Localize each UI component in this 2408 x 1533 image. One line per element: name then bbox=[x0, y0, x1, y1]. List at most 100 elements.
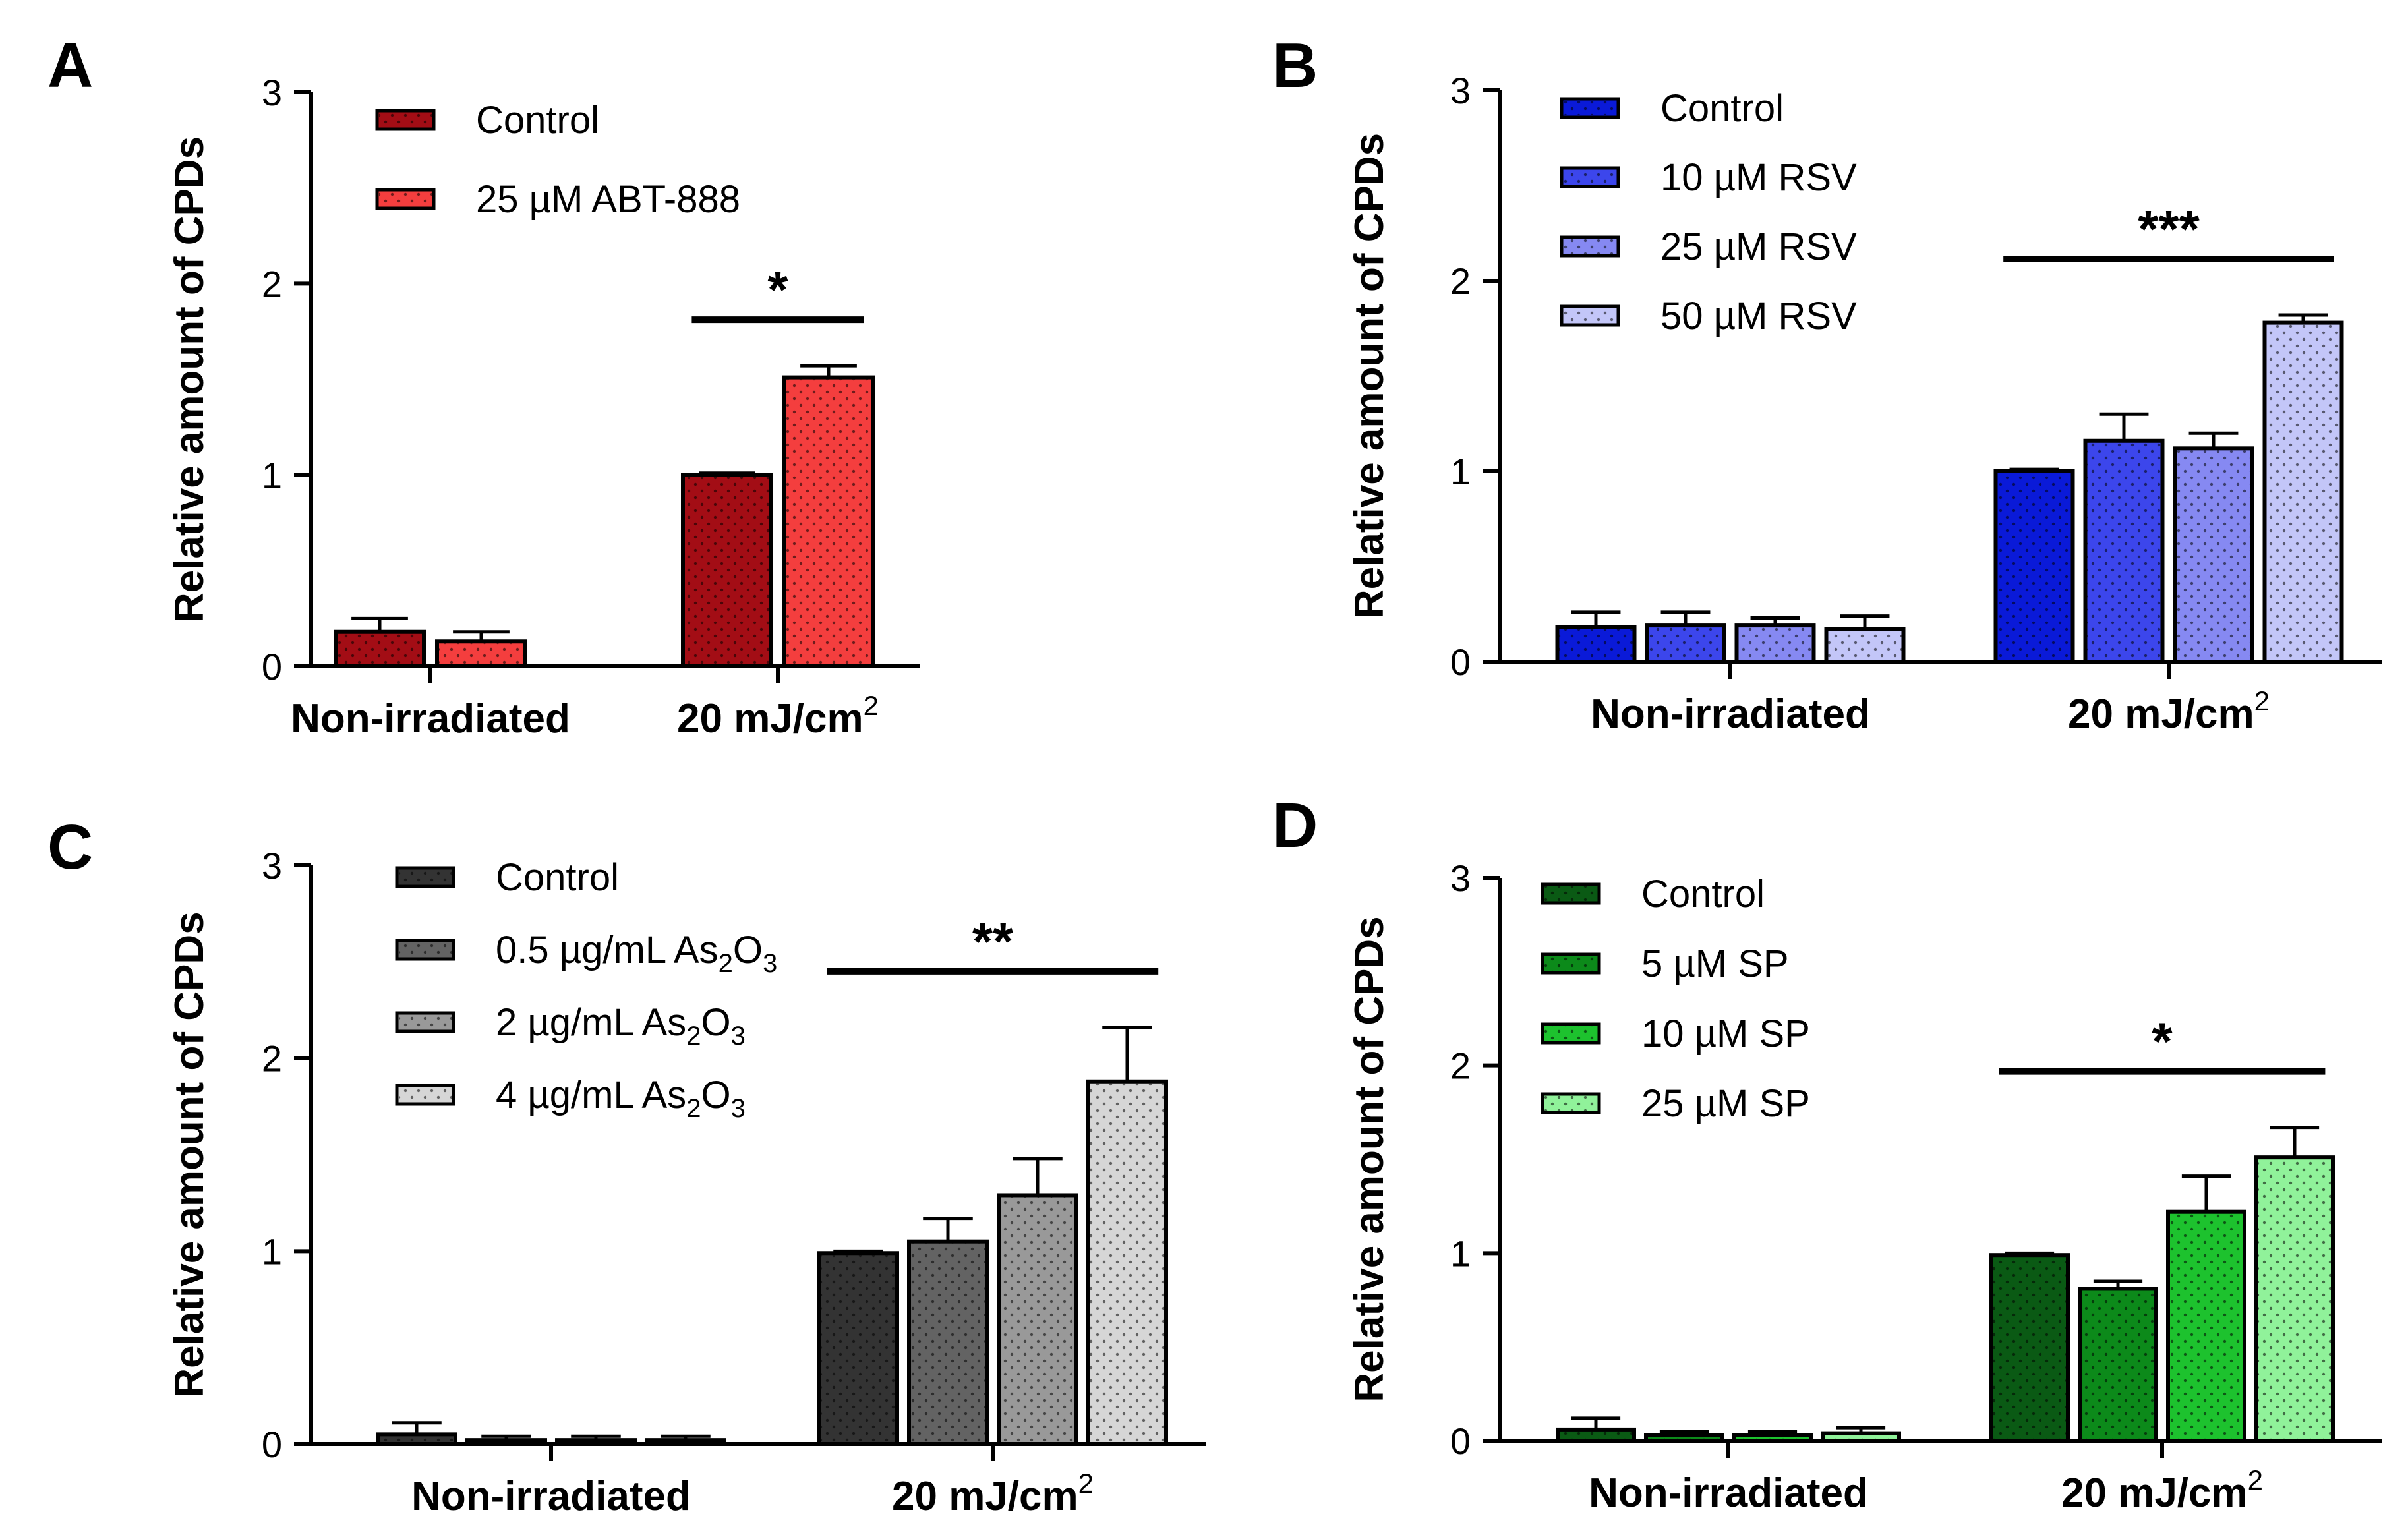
y-tick-label: 2 bbox=[1450, 1045, 1471, 1087]
legend-label: Control bbox=[476, 99, 599, 142]
legend-subscript: 3 bbox=[763, 949, 777, 978]
legend-label: 4 µg/mL As2O3 bbox=[496, 1074, 746, 1123]
significance-label: ** bbox=[972, 912, 1014, 971]
bar-texture bbox=[1560, 1431, 1632, 1439]
bar-texture bbox=[439, 643, 523, 664]
x-tick-label: Non-irradiated bbox=[411, 1474, 691, 1519]
bar-texture bbox=[1738, 627, 1812, 660]
bar-texture bbox=[1825, 1435, 1897, 1439]
category-text: 20 mJ/cm bbox=[2061, 1470, 2248, 1516]
legend-item: 25 µM ABT-888 bbox=[375, 178, 740, 221]
bar-group bbox=[681, 471, 773, 669]
legend-text: 4 µg/mL As bbox=[496, 1074, 686, 1116]
panel-letter: A bbox=[47, 30, 93, 101]
legend-swatch-texture bbox=[399, 870, 452, 884]
legend-text: 10 µM RSV bbox=[1660, 156, 1857, 199]
x-tick-label: 20 mJ/cm2 bbox=[2061, 1464, 2263, 1516]
y-axis-label: Relative amount of CPDs bbox=[1347, 133, 1392, 619]
x-tick-label: 20 mJ/cm2 bbox=[677, 690, 879, 741]
category-text: 20 mJ/cm bbox=[2068, 691, 2254, 737]
legend-item: 10 µM RSV bbox=[1560, 156, 1857, 199]
legend-item: 25 µM RSV bbox=[1560, 225, 1857, 268]
legend-text: 25 µM RSV bbox=[1660, 225, 1857, 268]
bar-group bbox=[782, 364, 875, 668]
bar-group bbox=[2083, 412, 2165, 664]
legend-subscript: 2 bbox=[686, 1094, 701, 1123]
bar-group bbox=[1555, 610, 1637, 664]
bar-texture bbox=[2258, 1159, 2331, 1439]
legend-label: 25 µM SP bbox=[1641, 1082, 1810, 1125]
bar-group bbox=[376, 1421, 457, 1447]
legend-text: Control bbox=[1641, 873, 1765, 915]
y-tick-label: 1 bbox=[1450, 1232, 1471, 1274]
legend-label: 10 µM RSV bbox=[1660, 156, 1857, 199]
legend-text: 10 µM SP bbox=[1641, 1012, 1810, 1055]
legend-item: 2 µg/mL As2O3 bbox=[395, 1001, 746, 1051]
legend-text: Control bbox=[1660, 87, 1784, 130]
bar-group bbox=[2262, 313, 2344, 664]
y-tick-label: 3 bbox=[1450, 857, 1471, 899]
y-axis-label: Relative amount of CPDs bbox=[1347, 916, 1392, 1402]
category-text: Non-irradiated bbox=[1589, 1470, 1868, 1516]
bar-texture bbox=[1090, 1083, 1164, 1442]
legend-text: O bbox=[701, 1001, 730, 1044]
category-superscript: 2 bbox=[2254, 685, 2270, 716]
legend-text: 0.5 µg/mL As bbox=[496, 929, 719, 971]
legend-swatch-texture bbox=[1544, 956, 1597, 971]
legend-label: Control bbox=[1641, 873, 1765, 915]
bar-group bbox=[1993, 467, 2075, 664]
significance-label: *** bbox=[2138, 200, 2200, 258]
bar-group bbox=[1086, 1026, 1168, 1446]
y-tick-label: 1 bbox=[262, 455, 282, 496]
panel-letter: B bbox=[1272, 30, 1318, 101]
y-tick-label: 1 bbox=[262, 1230, 282, 1272]
significance-label: * bbox=[2152, 1012, 2173, 1071]
bar-texture bbox=[2266, 324, 2340, 660]
legend-subscript: 2 bbox=[719, 949, 733, 978]
legend-item: Control bbox=[1541, 873, 1765, 915]
bar-group bbox=[435, 630, 527, 668]
legend: Control 25 µM ABT-888 bbox=[375, 99, 740, 221]
legend-swatch-texture bbox=[1544, 1096, 1597, 1111]
significance: *** bbox=[2003, 200, 2334, 263]
bar-group bbox=[997, 1157, 1078, 1446]
y-axis-label: Relative amount of CPDs bbox=[167, 911, 212, 1397]
legend-item: 4 µg/mL As2O3 bbox=[395, 1074, 746, 1123]
legend-swatch-texture bbox=[1564, 170, 1616, 185]
legend-swatch-texture bbox=[399, 942, 452, 957]
bar-group bbox=[1824, 614, 1906, 664]
y-tick-label: 3 bbox=[262, 845, 282, 886]
category-text: 20 mJ/cm bbox=[677, 696, 864, 741]
legend-label: 25 µM RSV bbox=[1660, 225, 1857, 268]
significance: * bbox=[691, 260, 864, 324]
legend-text: O bbox=[733, 929, 763, 971]
legend-label: 10 µM SP bbox=[1641, 1012, 1810, 1055]
category-text: Non-irradiated bbox=[1591, 691, 1870, 737]
y-tick-label: 3 bbox=[262, 72, 282, 113]
y-tick-label: 0 bbox=[1450, 1420, 1471, 1462]
legend-swatch-texture bbox=[399, 1087, 452, 1102]
legend-swatch-texture bbox=[1564, 308, 1616, 323]
bar-texture bbox=[338, 633, 422, 664]
x-tick-label: Non-irradiated bbox=[1591, 691, 1870, 737]
bar-group bbox=[2173, 431, 2254, 664]
y-axis-label: Relative amount of CPDs bbox=[167, 136, 212, 622]
bar-texture bbox=[1649, 627, 1722, 660]
x-tick-label: 20 mJ/cm2 bbox=[2068, 685, 2270, 737]
bar-group bbox=[1734, 616, 1816, 664]
category-text: 20 mJ/cm bbox=[892, 1474, 1078, 1519]
bar-texture bbox=[1559, 629, 1633, 660]
x-tick-label: Non-irradiated bbox=[1589, 1470, 1868, 1516]
y-tick-label: 2 bbox=[262, 1038, 282, 1080]
bar-texture bbox=[821, 1255, 895, 1442]
bar-group bbox=[2078, 1279, 2158, 1443]
legend-item: Control bbox=[375, 99, 599, 142]
legend-label: Control bbox=[496, 856, 619, 899]
panel-letter: C bbox=[47, 812, 93, 882]
legend-text: O bbox=[701, 1074, 730, 1116]
category-superscript: 2 bbox=[2248, 1464, 2263, 1495]
legend-swatch-texture bbox=[1544, 886, 1597, 901]
